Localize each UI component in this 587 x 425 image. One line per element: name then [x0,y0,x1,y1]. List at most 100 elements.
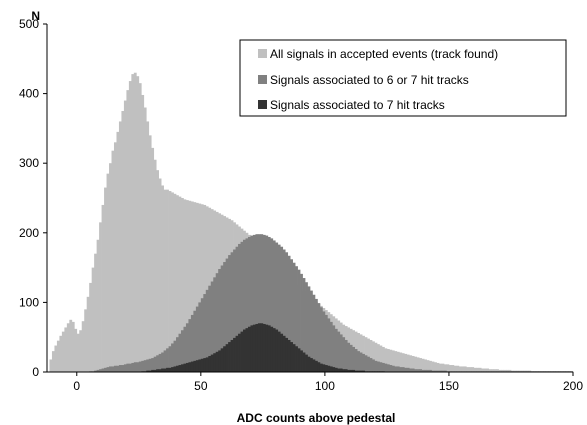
histogram-bar [245,238,249,372]
histogram-bar [257,234,261,372]
histogram-bar [416,357,420,372]
histogram-bar [166,367,169,372]
histogram-bar [183,199,187,372]
histogram-bar [250,325,254,372]
legend-swatch-6-or-7-hit [258,75,267,84]
histogram-bar [200,358,204,372]
histogram-bar [404,353,408,372]
histogram-bar [213,277,217,372]
histogram-bar [357,351,360,372]
histogram-bar [193,202,197,372]
histogram-bar [302,352,306,372]
histogram-bar [285,252,289,372]
histogram-bar [367,338,370,372]
histogram-bar [434,370,437,372]
histogram-bar [156,355,159,372]
histogram-bar [491,369,494,372]
histogram-bar [123,100,127,372]
histogram-bar [290,342,293,372]
histogram-bar [166,189,169,372]
histogram-bar [391,365,395,372]
histogram-bar [220,348,224,372]
histogram-bar [195,360,199,372]
histogram-bar [327,318,331,372]
histogram-bar [287,255,291,372]
x-tick-label: 150 [439,379,459,393]
histogram-bar [54,345,58,372]
histogram-bar [220,265,224,372]
histogram-bar [143,107,147,373]
legend-swatch-7-hit [258,100,267,109]
histogram-bar [508,369,512,372]
histogram-bar [493,369,497,372]
histogram-bar [111,150,115,372]
histogram-bar [349,369,353,372]
histogram-bar [379,362,383,372]
histogram-bar [404,367,408,372]
histogram-bar [66,323,70,372]
histogram-bar [195,202,199,372]
histogram-bar [126,90,130,373]
histogram-bar [319,363,323,372]
histogram-bar [109,366,112,372]
histogram-bar [349,344,353,372]
histogram-bar [176,337,179,372]
histogram-bar [171,367,174,372]
histogram-bar [208,355,212,372]
histogram-bar [238,333,241,372]
histogram-bar [228,255,231,372]
histogram-bar [133,362,137,372]
histogram-bar [171,192,174,372]
histogram-bar [158,369,162,372]
histogram-bar [243,239,246,372]
histogram-bar [280,333,284,372]
x-axis-title: ADC counts above pedestal [237,411,396,425]
histogram-bar [89,282,93,372]
histogram-bar [136,76,140,372]
histogram-bar [178,365,182,372]
histogram-bar [101,204,105,372]
histogram-bar [463,366,467,372]
histogram-bar [496,369,499,372]
histogram-bar [354,370,358,372]
histogram-bar [297,348,301,372]
histogram-bar [265,235,269,372]
histogram-bar [332,367,336,372]
histogram-bar [250,235,254,372]
histogram-bar [185,362,189,372]
histogram-bar [424,369,427,372]
histogram-bar [183,326,187,372]
histogram-bar [369,358,373,372]
histogram-bar [329,366,333,372]
histogram-bar [342,369,346,372]
histogram-bar [409,368,413,372]
histogram-bar [161,352,164,372]
histogram-bar [357,370,360,372]
histogram-bar [118,365,122,372]
histogram-bar [158,353,162,372]
y-tick-label: 0 [32,365,39,379]
histogram-bar [163,189,167,372]
histogram-bar [369,339,373,372]
histogram-bar [121,111,125,372]
histogram-bar [173,366,177,372]
histogram-bar [148,135,152,372]
histogram-bar [113,142,117,372]
histogram-bar [359,370,363,372]
y-tick-label: 100 [19,295,39,309]
histogram-bar [260,323,264,372]
histogram-bar [406,354,410,372]
histogram-bar [322,364,326,372]
histogram-bar [178,196,182,372]
histogram-bar [287,339,291,372]
histogram-bar [210,354,214,372]
histogram-bar [180,330,184,372]
histogram-bar [252,234,256,372]
histogram-bar [215,351,219,372]
histogram-bar [270,238,274,372]
histogram-bar [188,362,192,372]
histogram-bar [441,363,445,372]
histogram-bar [230,339,234,372]
x-tick-label: 100 [315,379,335,393]
